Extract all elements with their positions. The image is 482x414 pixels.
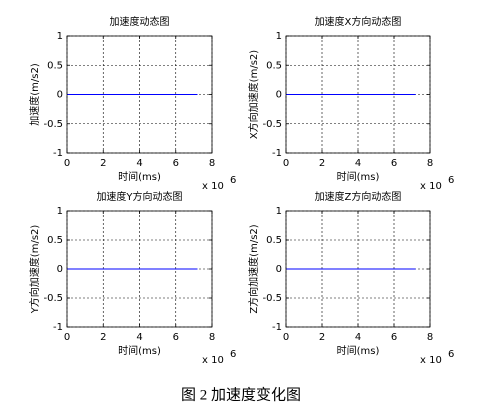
y-tick-label: 1 [57,31,63,42]
x-tick-label: 6 [391,158,397,169]
x-tick-label: 6 [391,332,397,343]
x-tick-label: 0 [283,158,289,169]
x-tick-label: 4 [136,158,142,169]
y-tick-label: -0.5 [262,293,282,304]
y-tick-label: 0 [276,264,282,275]
y-axis-label: Z方向加速度(m/s2) [247,224,260,313]
y-tick-label: -0.5 [262,119,282,130]
y-tick-label: -1 [53,322,63,333]
x-tick-label: 8 [209,158,215,169]
x-axis-label: 时间(ms) [337,170,380,183]
y-tick-label: -1 [272,148,282,159]
x-scale-exponent: 6 [230,349,236,360]
chart-title: 加速度动态图 [110,15,170,28]
y-tick-label: 0.5 [47,235,63,246]
x-tick-label: 2 [100,158,106,169]
y-tick-label: 0 [57,90,63,101]
x-axis-label: 时间(ms) [118,344,161,357]
y-tick-label: 0.5 [47,60,63,71]
y-axis-label: 加速度(m/s2) [28,63,41,126]
y-tick-label: -1 [53,148,63,159]
x-scale-label: x 10 [420,181,442,192]
y-tick-label: 1 [276,31,282,42]
y-tick-label: 0 [276,90,282,101]
y-tick-label: 0.5 [266,235,282,246]
x-tick-label: 8 [209,332,215,343]
chart-title: 加速度X方向动态图 [315,15,402,28]
y-axis-label: X方向加速度(m/s2) [247,50,260,139]
x-tick-label: 2 [100,332,106,343]
x-tick-label: 8 [427,332,433,343]
x-tick-label: 2 [319,332,325,343]
y-axis-label: Y方向加速度(m/s2) [28,225,41,315]
y-tick-label: -1 [272,322,282,333]
x-axis-label: 时间(ms) [337,344,380,357]
x-scale-label: x 10 [202,181,224,192]
x-scale-label: x 10 [202,355,224,366]
x-tick-label: 4 [355,332,361,343]
x-tick-label: 4 [355,158,361,169]
axes-box [285,210,431,328]
x-tick-label: 0 [64,158,70,169]
y-tick-label: 1 [276,206,282,217]
y-tick-label: 0.5 [266,60,282,71]
x-tick-label: 6 [173,158,179,169]
figure-caption: 图 2 加速度变化图 [181,386,301,403]
x-tick-label: 2 [319,158,325,169]
axes-box [66,210,213,328]
x-tick-label: 8 [427,158,433,169]
axes-box [66,35,213,154]
x-scale-label: x 10 [420,355,442,366]
chart-title: 加速度Z方向动态图 [315,190,402,203]
chart-title: 加速度Y方向动态图 [96,190,182,203]
x-scale-exponent: 6 [448,175,454,186]
x-tick-label: 0 [64,332,70,343]
x-tick-label: 4 [136,332,142,343]
y-tick-label: 1 [57,206,63,217]
y-tick-label: -0.5 [43,119,63,130]
axes-box [285,35,431,154]
x-scale-exponent: 6 [230,175,236,186]
x-tick-label: 0 [283,332,289,343]
x-tick-label: 6 [173,332,179,343]
x-scale-exponent: 6 [448,349,454,360]
y-tick-label: 0 [57,264,63,275]
y-tick-label: -0.5 [43,293,63,304]
x-axis-label: 时间(ms) [118,170,161,183]
